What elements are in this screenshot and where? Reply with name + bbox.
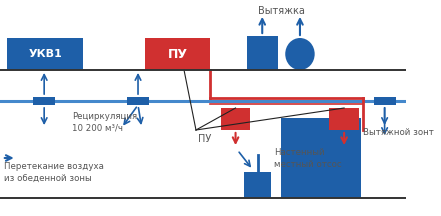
Bar — [146, 38, 210, 70]
Bar — [7, 38, 83, 70]
Text: Вытяжка: Вытяжка — [258, 6, 305, 16]
Text: ПУ: ПУ — [198, 134, 211, 144]
Text: Вытяжной зонт: Вытяжной зонт — [363, 128, 434, 137]
Text: Перетекание воздуха
из обеденной зоны: Перетекание воздуха из обеденной зоны — [4, 162, 104, 183]
Text: ПУ: ПУ — [168, 48, 187, 60]
Bar — [329, 108, 359, 130]
Bar — [244, 172, 272, 198]
Bar — [247, 36, 278, 70]
Bar — [221, 108, 250, 130]
Bar — [374, 97, 396, 105]
Bar — [127, 97, 149, 105]
Text: Рециркуляция
10 200 м³/ч: Рециркуляция 10 200 м³/ч — [72, 112, 137, 133]
Bar — [280, 118, 361, 198]
Circle shape — [285, 38, 315, 70]
Text: УКВ1: УКВ1 — [28, 49, 62, 59]
Text: Настенный
местный отсос: Настенный местный отсос — [274, 148, 342, 169]
Bar — [33, 97, 55, 105]
